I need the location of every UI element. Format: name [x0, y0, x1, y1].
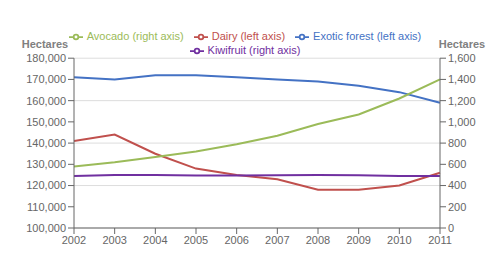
svg-text:Hectares: Hectares [22, 38, 68, 50]
svg-text:800: 800 [448, 137, 466, 149]
svg-text:2002: 2002 [62, 234, 86, 246]
svg-text:600: 600 [448, 158, 466, 170]
svg-text:0: 0 [448, 222, 454, 234]
svg-text:2010: 2010 [387, 234, 411, 246]
html-text:Exotic forest (left axis): Exotic forest (left axis) [313, 30, 422, 42]
svg-text:140,000: 140,000 [26, 137, 66, 149]
svg-text:1,200: 1,200 [448, 95, 476, 107]
svg-text:200: 200 [448, 201, 466, 213]
svg-text:1,400: 1,400 [448, 73, 476, 85]
svg-text:160,000: 160,000 [26, 95, 66, 107]
svg-text:100,000: 100,000 [26, 222, 66, 234]
svg-text:2009: 2009 [346, 234, 370, 246]
svg-text:180,000: 180,000 [26, 52, 66, 64]
svg-text:130,000: 130,000 [26, 158, 66, 170]
svg-text:2003: 2003 [102, 234, 126, 246]
svg-text:2006: 2006 [224, 234, 248, 246]
svg-text:2005: 2005 [184, 234, 208, 246]
svg-text:2007: 2007 [265, 234, 289, 246]
svg-text:1,600: 1,600 [448, 52, 476, 64]
svg-text:1,000: 1,000 [448, 116, 476, 128]
svg-text:2008: 2008 [306, 234, 330, 246]
html-text:Dairy (left axis): Dairy (left axis) [211, 30, 286, 42]
svg-text:2011: 2011 [428, 234, 452, 246]
svg-text:120,000: 120,000 [26, 179, 66, 191]
svg-text:2004: 2004 [143, 234, 167, 246]
svg-text:Hectares: Hectares [439, 38, 485, 50]
svg-text:110,000: 110,000 [27, 201, 66, 213]
svg-text:170,000: 170,000 [26, 73, 66, 85]
svg-text:400: 400 [448, 179, 466, 191]
html-text:Kiwifruit (right axis): Kiwifruit (right axis) [207, 44, 301, 57]
html-text:Avocado (right axis): Avocado (right axis) [86, 30, 184, 42]
svg-text:150,000: 150,000 [26, 116, 66, 128]
